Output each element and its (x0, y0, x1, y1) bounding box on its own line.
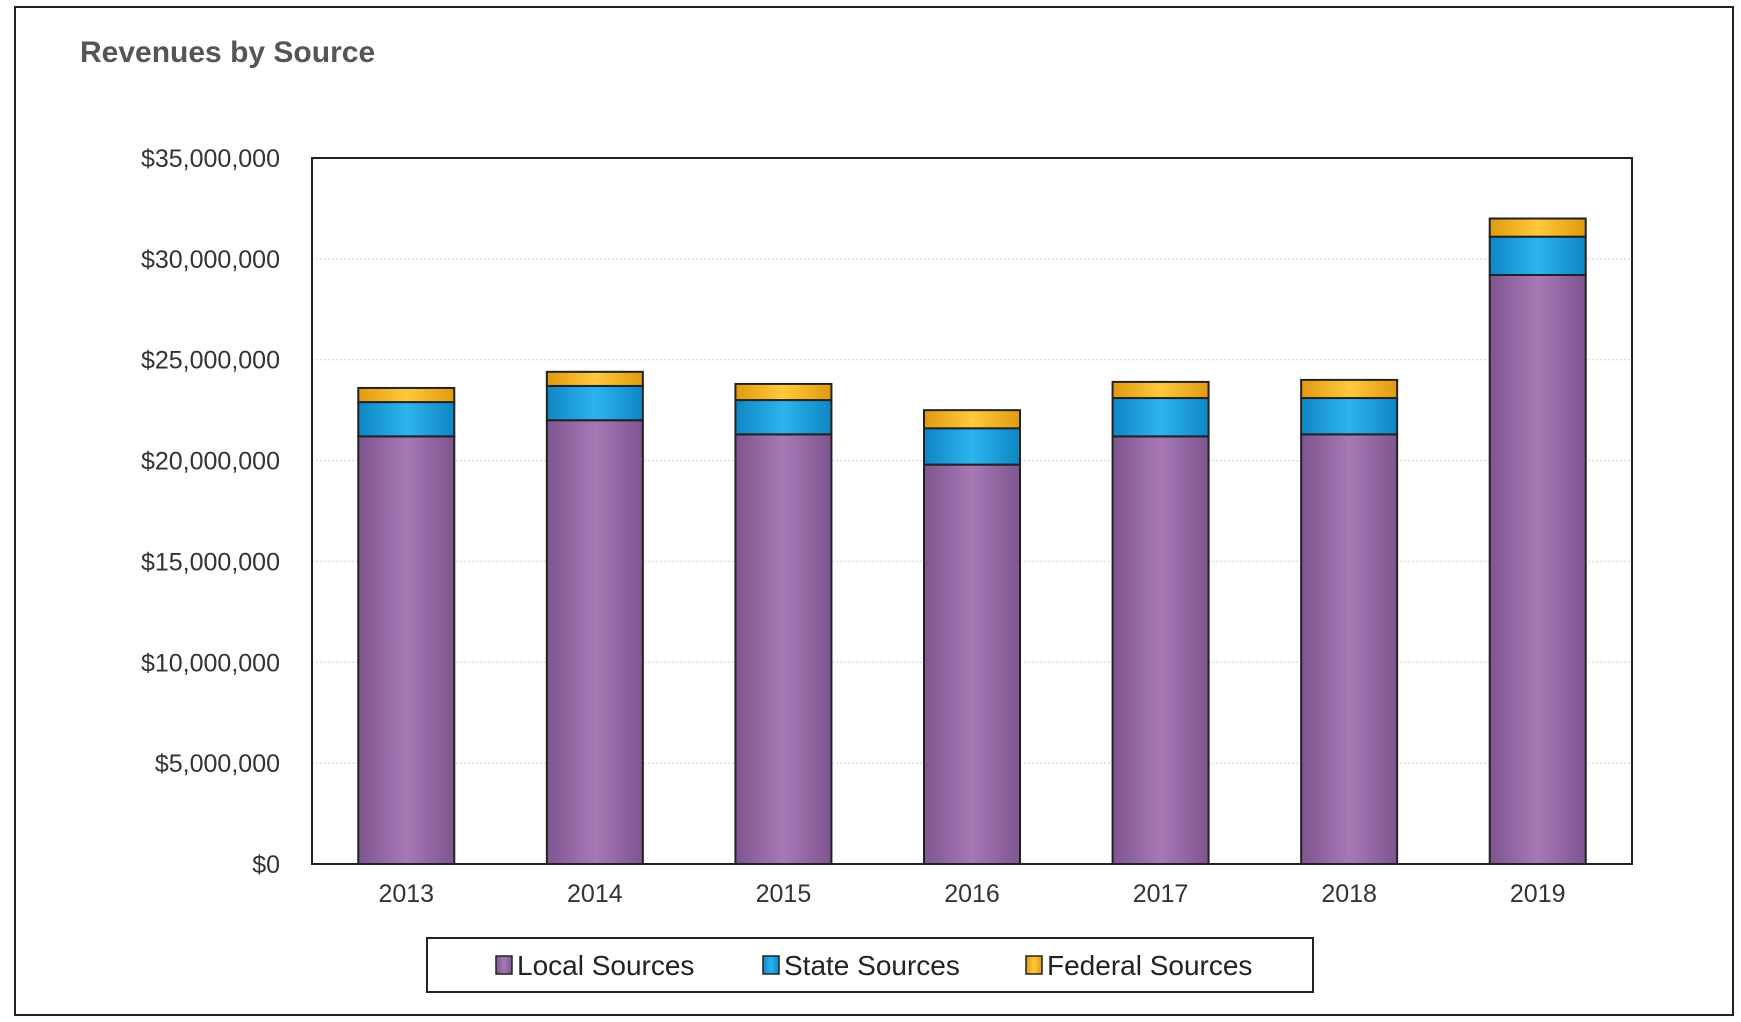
x-tick-label: 2019 (1510, 880, 1566, 908)
bar-federal-sources-2016 (923, 409, 1021, 430)
chart-title: Revenues by Source (80, 36, 376, 69)
x-tick-label: 2016 (944, 880, 1000, 908)
bar-local-sources-2017 (1111, 435, 1210, 865)
y-axis: $0 $5,000,000 $10,000,000 $15,000,000 $20,00… (141, 145, 280, 879)
bars (357, 217, 1587, 866)
bar-state-sources-2018 (1300, 397, 1399, 436)
bar-federal-sources-2019 (1488, 217, 1587, 238)
y-tick-label: $0 (252, 851, 280, 879)
legend-label: Federal Sources (1047, 950, 1252, 981)
bar-state-sources-2014 (545, 384, 644, 422)
bar-state-sources-2016 (923, 427, 1021, 466)
bar-federal-sources-2013 (357, 386, 456, 404)
y-tick-label: $25,000,000 (141, 347, 280, 375)
bar-state-sources-2015 (734, 399, 833, 436)
bar-local-sources-2016 (923, 463, 1021, 865)
bar-federal-sources-2017 (1111, 380, 1210, 400)
legend: Local Sources State Sources Federal Source… (426, 937, 1314, 993)
y-tick-label: $10,000,000 (141, 649, 280, 677)
bar-local-sources-2019 (1488, 273, 1587, 866)
y-tick-label: $35,000,000 (141, 145, 280, 173)
x-tick-label: 2014 (567, 880, 623, 908)
legend-swatch-1 (762, 955, 780, 975)
bar-local-sources-2014 (545, 419, 644, 865)
y-tick-label: $20,000,000 (141, 448, 280, 476)
x-axis: 2013 2014 2015 2016 2017 2018 2019 (378, 880, 1565, 908)
bar-local-sources-2013 (357, 435, 456, 865)
legend-swatch-2 (1025, 955, 1043, 975)
bar-state-sources-2019 (1488, 235, 1587, 276)
legend-label: State Sources (784, 950, 960, 981)
chart-frame (14, 6, 1734, 1016)
y-tick-label: $30,000,000 (141, 246, 280, 274)
bar-federal-sources-2015 (734, 382, 833, 402)
legend-swatch-0 (495, 955, 513, 975)
legend-label: Local Sources (517, 950, 694, 981)
x-tick-label: 2018 (1321, 880, 1377, 908)
y-tick-label: $15,000,000 (141, 548, 280, 576)
x-tick-label: 2015 (756, 880, 812, 908)
y-tick-label: $5,000,000 (155, 750, 280, 778)
bar-local-sources-2018 (1300, 433, 1399, 865)
bar-federal-sources-2014 (545, 370, 644, 387)
x-tick-label: 2013 (378, 880, 434, 908)
legend-box (426, 937, 1314, 993)
bar-state-sources-2017 (1111, 397, 1210, 438)
bar-federal-sources-2018 (1300, 378, 1399, 400)
bar-local-sources-2015 (734, 433, 833, 865)
bar-state-sources-2013 (357, 401, 456, 438)
x-tick-label: 2017 (1133, 880, 1189, 908)
